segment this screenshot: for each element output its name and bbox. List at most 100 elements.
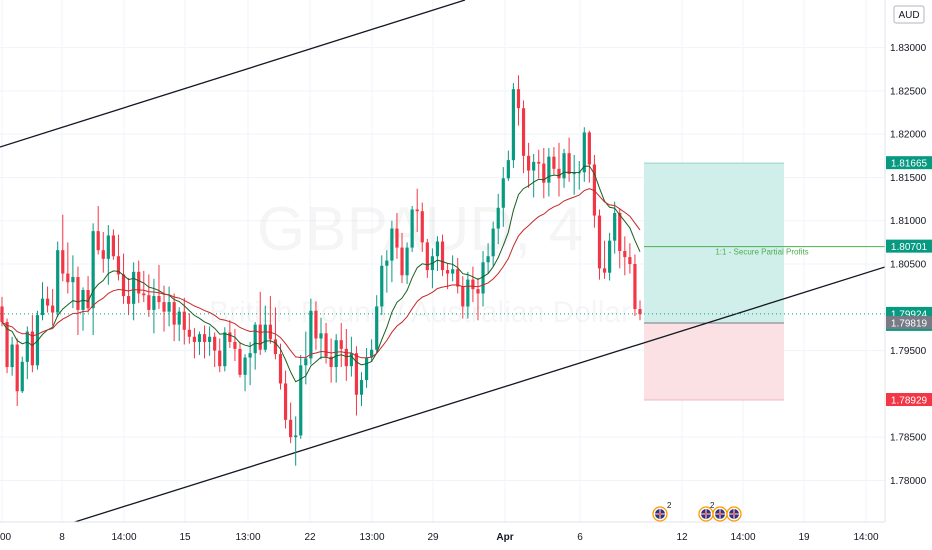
candle[interactable]	[623, 236, 627, 276]
candle[interactable]	[608, 232, 612, 281]
trendlines[interactable]	[0, 0, 885, 526]
candle[interactable]	[633, 254, 637, 316]
candle[interactable]	[613, 201, 617, 254]
candle[interactable]	[582, 127, 586, 182]
uk-flag-icon[interactable]	[652, 506, 668, 522]
candle[interactable]	[547, 148, 551, 197]
candle[interactable]	[76, 266, 80, 336]
candle[interactable]	[25, 326, 29, 380]
candle[interactable]	[451, 255, 455, 282]
uk-flag-icon[interactable]	[698, 506, 714, 522]
upper-channel-line[interactable]	[0, 0, 466, 148]
candle[interactable]	[506, 150, 510, 181]
candle[interactable]	[562, 148, 566, 188]
candle[interactable]	[542, 148, 546, 199]
candle[interactable]	[101, 232, 105, 273]
candle[interactable]	[597, 209, 602, 280]
candle[interactable]	[435, 236, 440, 271]
candle[interactable]	[15, 338, 19, 406]
candle[interactable]	[440, 234, 445, 277]
candle[interactable]	[628, 243, 632, 274]
candle[interactable]	[334, 334, 338, 383]
candle[interactable]	[289, 402, 293, 444]
candle[interactable]	[167, 286, 171, 327]
candle[interactable]	[364, 348, 369, 388]
candle[interactable]	[476, 277, 480, 321]
candle[interactable]	[61, 214, 65, 282]
candle[interactable]	[410, 206, 414, 252]
candle[interactable]	[157, 264, 161, 310]
candle[interactable]	[587, 130, 591, 183]
candle[interactable]	[471, 266, 475, 303]
candle[interactable]	[572, 154, 576, 195]
candle[interactable]	[390, 220, 394, 283]
candle[interactable]	[425, 238, 429, 278]
candle[interactable]	[253, 322, 257, 370]
price-axis[interactable]: 1.78000 1.78500 1.79500 1.80500 1.81000 1.815…	[890, 43, 927, 487]
candle[interactable]	[223, 327, 227, 372]
candle[interactable]	[177, 307, 181, 342]
candle[interactable]	[618, 208, 622, 269]
currency-badge[interactable]: AUD	[893, 5, 925, 24]
candle[interactable]	[243, 354, 247, 392]
candle[interactable]	[66, 242, 70, 294]
candle[interactable]	[456, 257, 460, 294]
candle[interactable]	[294, 416, 298, 466]
candle[interactable]	[0, 296, 4, 327]
candle[interactable]	[45, 286, 50, 313]
profit-zone[interactable]	[644, 163, 784, 323]
candle[interactable]	[142, 270, 146, 303]
price-tag[interactable]: 1.81665	[886, 156, 932, 170]
candle[interactable]	[521, 100, 526, 174]
candle[interactable]	[71, 255, 75, 309]
candle[interactable]	[56, 241, 60, 317]
candle[interactable]	[445, 263, 450, 290]
candle[interactable]	[420, 202, 424, 252]
candle[interactable]	[511, 83, 516, 168]
candle[interactable]	[557, 142, 561, 197]
candle[interactable]	[339, 322, 343, 368]
loss-zone[interactable]	[644, 322, 784, 401]
candle[interactable]	[602, 240, 607, 279]
candle[interactable]	[233, 328, 237, 361]
candle[interactable]	[516, 75, 521, 126]
candle[interactable]	[283, 370, 288, 429]
candle[interactable]	[486, 243, 490, 274]
candle[interactable]	[197, 331, 202, 355]
au-flag-icon[interactable]	[726, 506, 742, 522]
candle[interactable]	[91, 223, 95, 336]
candle[interactable]	[238, 341, 242, 378]
candle[interactable]	[496, 193, 500, 245]
candle[interactable]	[527, 142, 531, 188]
candle[interactable]	[132, 262, 136, 321]
candle[interactable]	[537, 149, 541, 179]
candle[interactable]	[172, 293, 176, 342]
candle[interactable]	[638, 300, 642, 321]
time-axis[interactable]: 00 8 14:00 15 13:00 22 13:00 29 Apr 6 12 14:00 19 14:…	[0, 532, 879, 543]
candle[interactable]	[385, 250, 389, 293]
candle[interactable]	[309, 298, 313, 365]
candle[interactable]	[370, 339, 374, 362]
candle[interactable]	[187, 313, 191, 344]
candle[interactable]	[466, 271, 470, 319]
candle[interactable]	[106, 225, 110, 285]
candle[interactable]	[354, 346, 359, 416]
candle[interactable]	[248, 341, 252, 386]
candle[interactable]	[116, 234, 121, 281]
candle[interactable]	[319, 317, 323, 360]
candle[interactable]	[10, 336, 14, 376]
candle[interactable]	[329, 338, 333, 383]
candle[interactable]	[380, 255, 384, 316]
candle[interactable]	[552, 147, 556, 175]
candle[interactable]	[20, 356, 24, 394]
candle[interactable]	[228, 320, 232, 348]
candle[interactable]	[359, 372, 364, 406]
candle[interactable]	[192, 328, 197, 359]
price-tag[interactable]: 1.78929	[886, 393, 932, 407]
candle[interactable]	[51, 289, 55, 326]
price-tag[interactable]: 1.80701	[886, 239, 932, 254]
candle[interactable]	[5, 318, 9, 374]
candle[interactable]	[491, 221, 495, 266]
candle[interactable]	[344, 328, 348, 381]
